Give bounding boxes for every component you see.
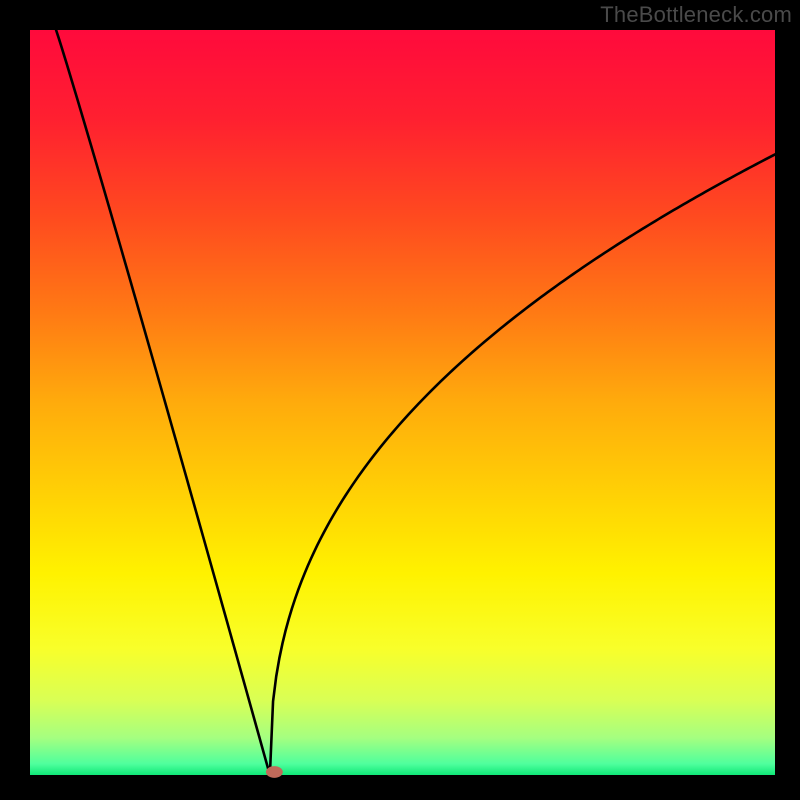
bottleneck-chart bbox=[0, 0, 800, 800]
vertex-marker bbox=[266, 766, 283, 778]
chart-gradient-bg bbox=[30, 30, 775, 775]
chart-container: TheBottleneck.com bbox=[0, 0, 800, 800]
watermark-text: TheBottleneck.com bbox=[600, 2, 792, 28]
